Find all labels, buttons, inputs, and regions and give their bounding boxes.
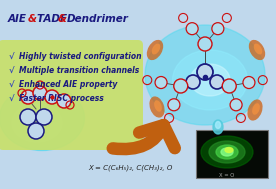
Circle shape	[212, 23, 224, 35]
Ellipse shape	[0, 85, 84, 150]
Circle shape	[20, 109, 36, 125]
Text: X = C(C₆H₅)₂, C(CH₃)₂, O: X = C(C₆H₅)₂, C(CH₃)₂, O	[88, 165, 172, 171]
Circle shape	[168, 99, 180, 111]
Circle shape	[222, 79, 236, 93]
Text: √: √	[9, 52, 15, 61]
Circle shape	[186, 23, 198, 35]
Ellipse shape	[152, 43, 160, 54]
Circle shape	[174, 79, 188, 93]
FancyBboxPatch shape	[0, 40, 143, 150]
Text: √: √	[9, 80, 15, 89]
Text: Enhanced AIE property: Enhanced AIE property	[19, 80, 117, 89]
Circle shape	[230, 99, 242, 111]
Ellipse shape	[225, 147, 233, 153]
Circle shape	[36, 109, 52, 125]
Text: AIE: AIE	[8, 14, 31, 24]
Ellipse shape	[149, 96, 164, 118]
Text: Multiple transition channels: Multiple transition channels	[19, 66, 139, 75]
Ellipse shape	[154, 100, 162, 112]
Ellipse shape	[12, 104, 62, 142]
Ellipse shape	[209, 141, 245, 163]
Text: √: √	[9, 66, 15, 75]
Ellipse shape	[172, 50, 248, 110]
Text: Faster RISC process: Faster RISC process	[19, 94, 104, 103]
Circle shape	[210, 75, 224, 89]
Circle shape	[21, 90, 35, 104]
Ellipse shape	[252, 103, 260, 115]
Ellipse shape	[216, 122, 221, 129]
Circle shape	[186, 75, 200, 89]
FancyArrowPatch shape	[113, 125, 175, 149]
Ellipse shape	[249, 40, 265, 60]
Text: &: &	[58, 14, 71, 24]
Ellipse shape	[145, 25, 265, 125]
Text: TADF: TADF	[37, 14, 71, 24]
Ellipse shape	[216, 145, 238, 159]
Circle shape	[198, 37, 212, 51]
Circle shape	[197, 64, 213, 80]
Circle shape	[155, 77, 167, 88]
Text: √: √	[9, 94, 15, 103]
Text: Dendrimer: Dendrimer	[67, 14, 129, 24]
Ellipse shape	[213, 120, 223, 134]
Ellipse shape	[221, 148, 233, 156]
Text: Highly twisted configuration: Highly twisted configuration	[19, 52, 142, 61]
Circle shape	[243, 77, 255, 88]
Ellipse shape	[147, 40, 163, 60]
Circle shape	[33, 86, 47, 100]
Circle shape	[28, 123, 44, 139]
Ellipse shape	[254, 43, 262, 54]
Text: X = O: X = O	[219, 173, 235, 178]
Ellipse shape	[190, 64, 230, 96]
Ellipse shape	[247, 99, 262, 121]
FancyBboxPatch shape	[196, 130, 268, 178]
Ellipse shape	[201, 136, 253, 168]
Circle shape	[45, 90, 59, 104]
Text: &: &	[28, 14, 41, 24]
Circle shape	[57, 94, 71, 108]
